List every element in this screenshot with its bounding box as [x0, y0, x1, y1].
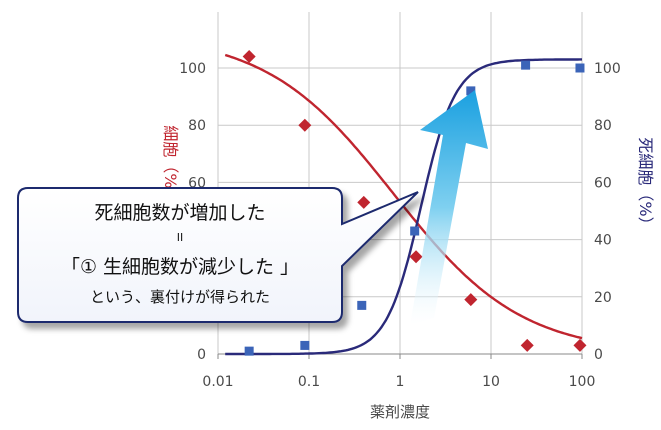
callout-line-2: II: [176, 231, 184, 244]
x-tick-label: 10: [482, 374, 500, 390]
y-tick-label-right: 0: [594, 347, 603, 363]
data-point-dead: [521, 60, 531, 70]
data-point-dead: [357, 300, 367, 310]
y-axis-title-left: 細胞（%）: [161, 125, 180, 204]
data-point-dead: [466, 86, 476, 96]
y-axis-title-right: 死細胞（%）: [636, 137, 655, 232]
callout-bubble: [17, 187, 419, 323]
y-tick-label-right: 60: [594, 175, 612, 191]
data-point-live: [298, 118, 312, 132]
y-tick-label-left: 100: [179, 61, 206, 77]
x-tick-label: 0.1: [298, 374, 320, 390]
data-point-live: [573, 338, 587, 352]
y-tick-label-right: 80: [594, 118, 612, 134]
data-point-dead: [575, 63, 585, 73]
data-point-dead: [244, 346, 254, 356]
y-tick-label-left: 80: [188, 118, 206, 134]
y-tick-label-left: 0: [197, 347, 206, 363]
callout-line-1: 死細胞数が増加した: [94, 202, 266, 224]
callout-line-4: という、裏付けが得られた: [89, 288, 270, 306]
x-tick-label: 1: [396, 374, 405, 390]
y-tick-label-right: 40: [594, 233, 612, 249]
data-point-dead: [410, 226, 420, 236]
x-tick-label: 100: [569, 374, 596, 390]
fit-curve-dead: [225, 58, 582, 356]
data-point-live: [242, 50, 256, 64]
data-point-live: [357, 195, 371, 209]
data-point-dead: [300, 340, 310, 350]
data-point-live: [520, 338, 534, 352]
y-tick-label-right: 20: [594, 290, 612, 306]
x-axis-title: 薬剤濃度: [370, 403, 430, 421]
x-tick-label: 0.01: [202, 374, 233, 390]
highlight-arrow: [410, 90, 488, 325]
data-point-live: [409, 250, 423, 264]
callout-line-3: 「① 生細胞数が減少した 」: [60, 256, 300, 278]
y-tick-label-right: 100: [594, 61, 621, 77]
data-point-live: [464, 293, 478, 307]
